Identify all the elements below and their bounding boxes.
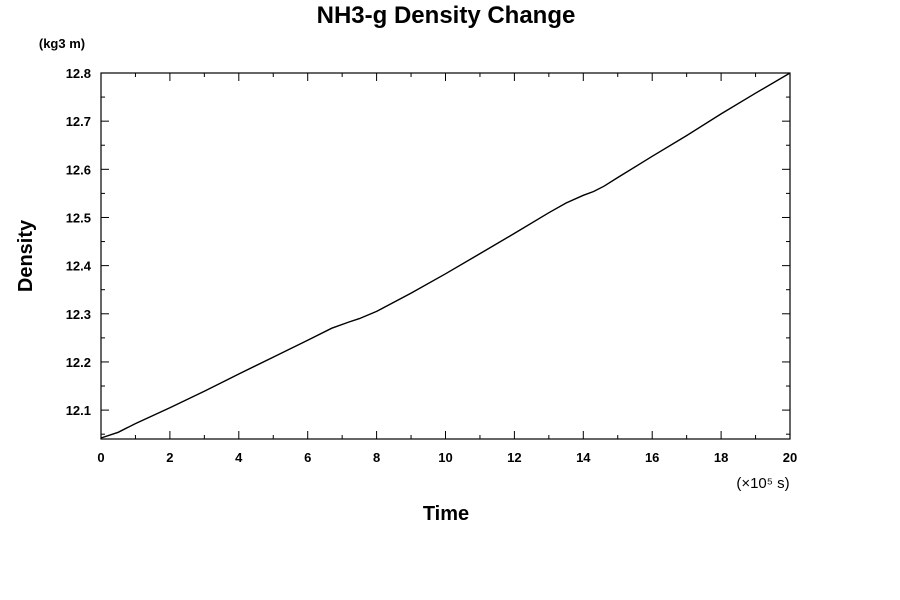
series-line <box>100 72 791 439</box>
x-tick-label: 4 <box>235 450 243 465</box>
y-axis-ticks: 12.1 12.2 12.3 12.4 12.5 12.6 12.7 12.8 <box>66 66 790 435</box>
x-tick-label: 8 <box>373 450 380 465</box>
y-tick-label: 12.1 <box>66 403 91 418</box>
x-tick-label: 18 <box>714 450 728 465</box>
y-tick-label: 12.2 <box>66 355 91 370</box>
x-axis-ticks: 0 2 4 6 8 10 12 14 16 18 20 <box>97 73 797 465</box>
y-axis-label: Density <box>15 219 37 292</box>
x-scale-label: (×10⁵ s) <box>736 475 789 492</box>
x-tick-label: 0 <box>97 450 104 465</box>
x-tick-label: 20 <box>783 450 797 465</box>
series-layer <box>100 72 791 439</box>
y-tick-label: 12.5 <box>66 210 91 225</box>
chart-title: NH3-g Density Change <box>317 2 576 29</box>
x-tick-label: 10 <box>438 450 452 465</box>
y-tick-label: 12.7 <box>66 114 91 129</box>
x-tick-label: 14 <box>576 450 591 465</box>
x-tick-label: 2 <box>166 450 173 465</box>
y-tick-label: 12.4 <box>66 259 92 274</box>
x-tick-label: 12 <box>507 450 521 465</box>
y-tick-label: 12.6 <box>66 162 91 177</box>
x-tick-label: 6 <box>304 450 311 465</box>
x-tick-label: 16 <box>645 450 659 465</box>
y-tick-label: 12.3 <box>66 307 91 322</box>
plot-frame <box>100 72 791 440</box>
x-axis-label: Time <box>423 503 469 525</box>
y-tick-label: 12.8 <box>66 66 91 81</box>
y-unit-label: (kg3 m) <box>39 36 85 51</box>
